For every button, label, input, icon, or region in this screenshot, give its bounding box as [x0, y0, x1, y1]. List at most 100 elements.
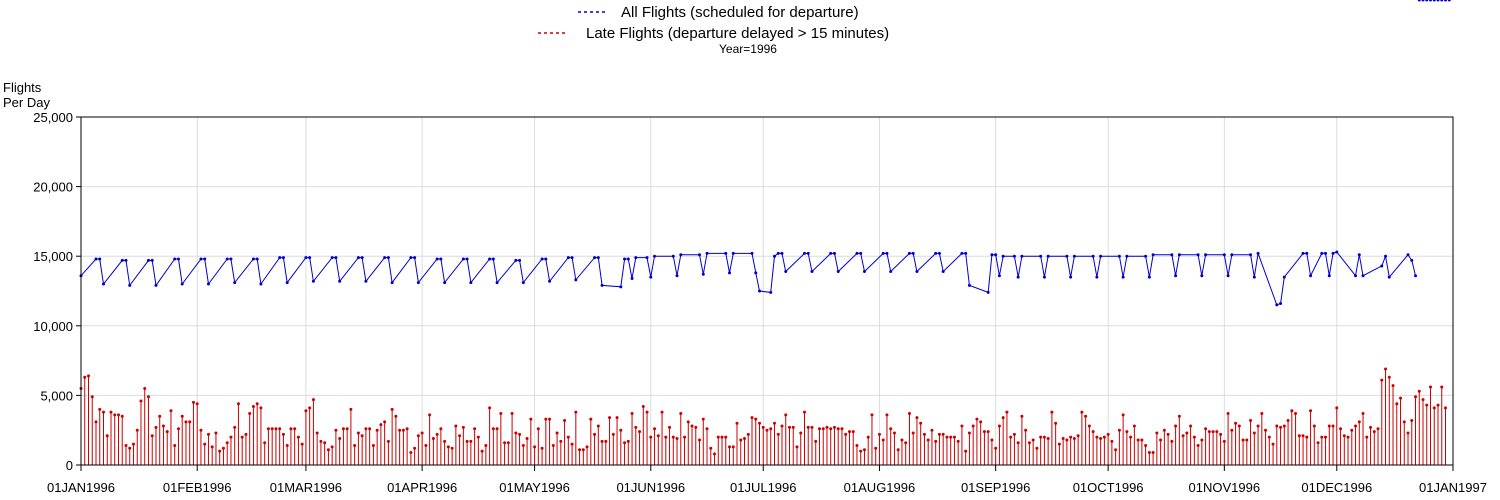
late-flights-point: [825, 425, 829, 429]
all-flights-point: [383, 256, 387, 260]
late-flights-point: [233, 425, 237, 429]
late-flights-point: [1136, 438, 1140, 442]
late-flights-point: [698, 438, 702, 442]
all-flights-point: [1309, 274, 1313, 278]
late-flights-point: [1151, 450, 1155, 454]
late-flights-point: [386, 439, 390, 443]
all-flights-point: [1196, 253, 1200, 257]
all-flights-point: [544, 257, 548, 261]
all-flights-point: [255, 257, 259, 261]
late-flights-point: [623, 441, 627, 445]
late-flights-point: [495, 427, 499, 431]
late-flights-point: [398, 428, 402, 432]
late-flights-point: [293, 427, 297, 431]
all-flights-point: [994, 253, 998, 257]
all-flights-point: [630, 276, 634, 280]
late-flights-point: [1234, 421, 1238, 425]
late-flights-point: [911, 431, 915, 435]
late-flights-point: [1024, 428, 1028, 432]
late-flights-point: [525, 437, 529, 441]
late-flights-point: [101, 410, 105, 414]
x-tick-label: 01AUG1996: [844, 480, 916, 495]
late-flights-point: [218, 449, 222, 453]
late-flights-point: [784, 413, 788, 417]
x-tick-label: 01JUL1996: [730, 480, 797, 495]
all-flights-point: [364, 279, 368, 283]
late-flights-point: [1155, 431, 1159, 435]
late-flights-point: [184, 420, 188, 424]
late-flights-point: [349, 407, 353, 411]
late-flights-point: [814, 439, 818, 443]
all-flights-point: [1440, 0, 1444, 2]
all-flights-point: [311, 279, 315, 283]
gridlines: [81, 116, 1453, 465]
late-flights-point: [1057, 442, 1061, 446]
late-flights-point: [345, 427, 349, 431]
late-flights-point: [353, 444, 357, 448]
late-flights-point: [728, 445, 732, 449]
late-flights-point: [1256, 424, 1260, 428]
late-flights-point: [997, 424, 1001, 428]
late-flights-point: [967, 431, 971, 435]
late-flights-point: [705, 427, 709, 431]
all-flights-point: [1170, 253, 1174, 257]
late-flights-point: [1275, 424, 1279, 428]
all-flights-point: [776, 251, 780, 255]
late-flights-point: [859, 449, 863, 453]
all-flights-point: [1436, 0, 1440, 2]
late-flights-point: [416, 434, 420, 438]
all-flights-point: [1421, 0, 1425, 2]
x-tick-label: 01JAN1997: [1419, 480, 1487, 495]
all-flights-point: [203, 257, 207, 261]
all-flights-point: [304, 256, 308, 260]
x-tick-label: 01MAY1996: [499, 480, 570, 495]
x-tick-label: 01MAR1996: [270, 480, 342, 495]
late-flights-point: [1384, 367, 1388, 371]
late-flights-point: [1174, 424, 1178, 428]
late-flights-point: [94, 420, 98, 424]
all-flights-point: [1099, 254, 1103, 258]
late-flights-point: [750, 416, 754, 420]
late-flights-point: [1204, 427, 1208, 431]
all-flights-point: [1282, 275, 1286, 279]
x-tick-label: 01JUN1996: [616, 480, 685, 495]
all-flights-point: [623, 257, 627, 261]
all-flights-point: [862, 270, 866, 274]
late-flights-point: [900, 438, 904, 442]
all-flights-point: [1429, 0, 1433, 2]
late-flights-point: [761, 425, 765, 429]
late-flights-point: [1050, 410, 1054, 414]
all-flights-point: [653, 254, 657, 258]
late-flights-point: [593, 432, 597, 436]
late-flights-point: [1440, 385, 1444, 389]
all-flights-point: [1444, 0, 1448, 2]
late-flights-point: [870, 413, 874, 417]
all-flights-point: [1072, 254, 1076, 258]
late-flights-point: [1372, 430, 1376, 434]
late-flights-point: [821, 427, 825, 431]
all-flights-point: [443, 281, 447, 285]
late-flights-point: [896, 448, 900, 452]
late-flights-point: [1211, 430, 1215, 434]
late-flights-point: [338, 437, 342, 441]
late-flights-point: [150, 434, 154, 438]
all-flights-point: [334, 256, 338, 260]
late-flights-point: [1162, 428, 1166, 432]
all-flights-point: [1414, 274, 1418, 278]
all-flights-point: [1144, 254, 1148, 258]
late-flights-point: [203, 442, 207, 446]
late-flights-point: [86, 374, 90, 378]
all-flights-point: [1001, 254, 1005, 258]
x-tick-label: 01APR1996: [387, 480, 457, 495]
all-flights-point: [94, 257, 98, 261]
all-flights-point: [1425, 0, 1429, 2]
all-flights-point: [859, 251, 863, 255]
late-flights-point: [450, 446, 454, 450]
late-flights-point: [1354, 424, 1358, 428]
late-flights-point: [1425, 403, 1429, 407]
late-flights-point: [1095, 435, 1099, 439]
late-flights-point: [1264, 428, 1268, 432]
late-flights-point: [1099, 437, 1103, 441]
all-flights-point: [836, 270, 840, 274]
late-flights-point: [679, 411, 683, 415]
